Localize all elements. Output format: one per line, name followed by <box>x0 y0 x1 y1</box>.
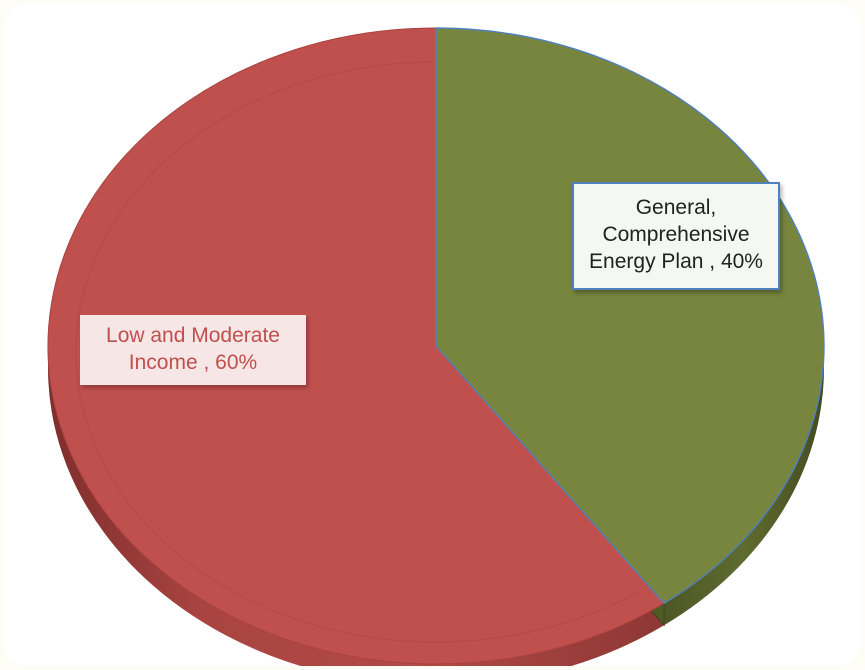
pie-chart <box>47 27 825 666</box>
slice-label-low-moderate-income: Low and Moderate Income , 60% <box>80 315 306 385</box>
slice-side-general-comprehensive <box>664 346 824 626</box>
slice-bevel-low-moderate-income <box>75 61 640 643</box>
slice-label-general-comprehensive: General, Comprehensive Energy Plan , 40% <box>572 182 780 290</box>
slice-low-moderate-income <box>47 27 665 665</box>
slice-side-low-moderate-income <box>48 346 665 666</box>
chart-card: Low and Moderate Income , 60% General, C… <box>4 4 861 666</box>
slice-general-comprehensive <box>435 27 825 605</box>
